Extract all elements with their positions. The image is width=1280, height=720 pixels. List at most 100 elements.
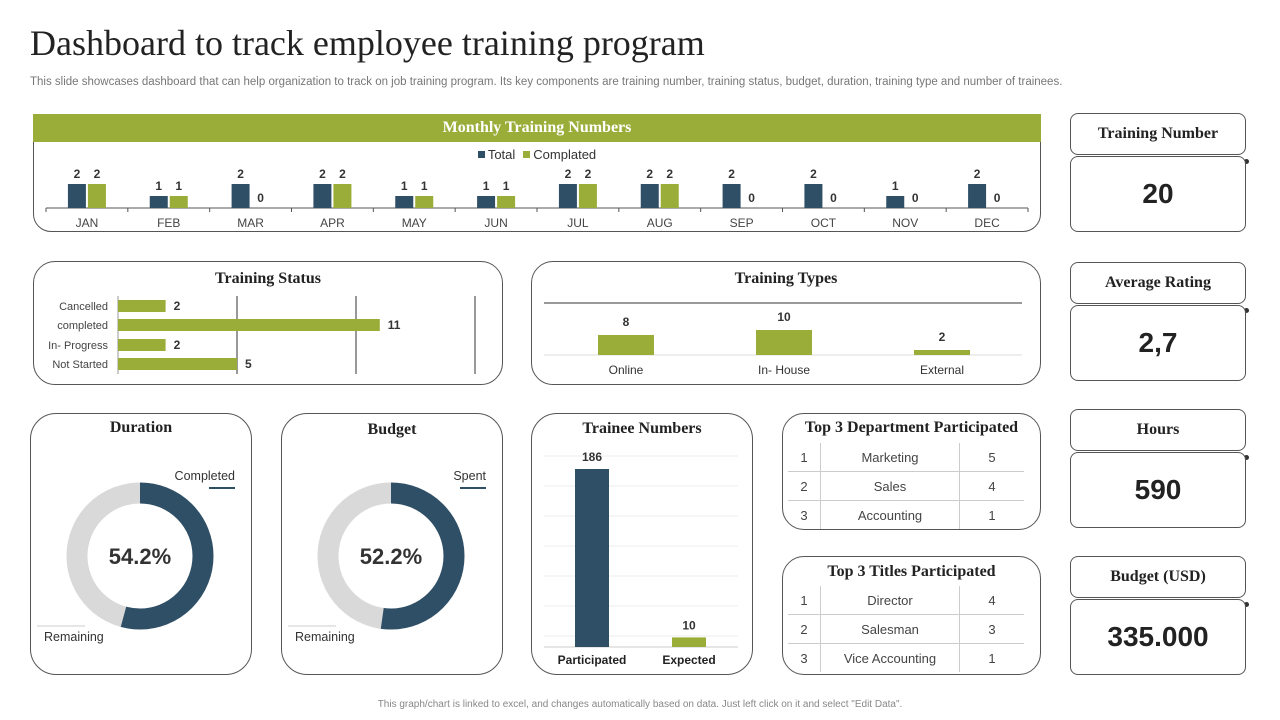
kpi-hours-value: 590 [1070, 452, 1246, 528]
x-tick-label: Participated [558, 653, 627, 667]
bar-complated-may [415, 196, 434, 208]
bar-total-nov [886, 196, 905, 208]
data-label: 10 [777, 310, 791, 324]
y-tick-label: Not Started [52, 359, 108, 371]
training-types-chart: 8 Online 10 In- House 2 External [544, 302, 1022, 377]
bar-total-apr [313, 184, 332, 208]
data-label: 0 [830, 191, 837, 205]
data-label: 8 [623, 315, 630, 329]
data-label: 0 [257, 191, 264, 205]
data-label: 2 [74, 167, 81, 181]
kpi-training-number-label: Training Number [1070, 113, 1246, 155]
rank-cell: 2 [788, 614, 821, 644]
top-departments-panel: Top 3 Department Participated 1 Marketing… [782, 413, 1041, 530]
data-label: 0 [994, 191, 1001, 205]
trainee-bar-1 [672, 637, 706, 647]
legend-total-swatch [477, 151, 485, 158]
training-types-panel: Training Types 8 Online 10 In- House 2 Extern… [531, 261, 1041, 385]
donut-completed-arc [66, 482, 214, 630]
x-tick-label: Online [609, 363, 644, 377]
x-tick-label: AUG [647, 216, 673, 230]
kpi-connector-dot [1244, 455, 1249, 460]
type-bar-0 [598, 335, 654, 355]
bar-total-may [395, 196, 414, 208]
x-tick-label: MAR [237, 216, 264, 230]
rank-cell: 3 [788, 500, 821, 529]
page-subtitle: This slide showcases dashboard that can … [30, 76, 1063, 88]
training-status-panel: Training Status Cancelled 2 completed 11 In-… [33, 261, 503, 385]
training-types-title: Training Types [734, 270, 838, 287]
kpi-connector-dot [1244, 602, 1249, 607]
data-label: 1 [483, 179, 490, 193]
type-bar-1 [756, 330, 812, 355]
data-label: 1 [175, 179, 182, 193]
y-tick-label: In- Progress [48, 340, 108, 352]
x-tick-label: In- House [758, 363, 810, 377]
data-label: 2 [94, 167, 101, 181]
x-tick-label: JUN [484, 216, 507, 230]
bar-total-jan [67, 184, 86, 208]
top-titles-title: Top 3 Titles Participated [827, 563, 996, 580]
bar-complated-jun [497, 196, 516, 208]
kpi-training-number-value: 20 [1070, 156, 1246, 232]
data-label: 1 [421, 179, 428, 193]
bar-total-oct [804, 184, 823, 208]
duration-donut: 54.2% Completed Remaining [37, 469, 235, 644]
bar-total-jul [558, 184, 577, 208]
department-cell: Marketing [820, 443, 960, 472]
top-departments-title: Top 3 Department Participated [804, 419, 1019, 436]
status-bar-2 [118, 339, 166, 351]
bar-total-dec [968, 184, 987, 208]
data-label: 2 [585, 167, 592, 181]
top-departments-table: 1 Marketing 5 2 Sales 4 3 Accounting 1 [788, 443, 1024, 529]
kpi-budget-label: Budget (USD) [1070, 556, 1246, 598]
count-cell: 1 [988, 507, 996, 523]
kpi-connector-dot [1244, 308, 1249, 313]
monthly-legend: Total Complated [34, 147, 1040, 162]
budget-donut: 52.2% Spent Remaining [288, 469, 487, 644]
budget-title: Budget [367, 421, 417, 438]
x-tick-label: JUL [567, 216, 589, 230]
data-label: 2 [666, 167, 673, 181]
data-label: 0 [748, 191, 755, 205]
data-label: 5 [245, 357, 252, 371]
bar-complated-apr [333, 184, 352, 208]
data-label: 2 [728, 167, 735, 181]
monthly-training-title: Monthly Training Numbers [33, 114, 1041, 142]
data-label: 2 [565, 167, 572, 181]
bar-total-sep [722, 184, 741, 208]
x-tick-label: MAY [402, 216, 427, 230]
status-bar-3 [118, 358, 237, 370]
x-tick-label: JAN [76, 216, 99, 230]
table-row: 1 Marketing 5 [788, 443, 1024, 472]
count-cell: 5 [959, 443, 1024, 472]
title-cell: Salesman [820, 614, 960, 644]
bar-total-aug [640, 184, 659, 208]
bar-complated-feb [169, 196, 188, 208]
trainee-numbers-chart: 186 Participated 10 Expected [544, 450, 738, 667]
table-row: 3 Accounting 1 [788, 500, 1024, 529]
budget-panel: Budget 52.2% Spent Remaining [281, 413, 503, 675]
count-cell: 4 [959, 471, 1024, 501]
data-label: 186 [582, 450, 602, 464]
training-status-chart: Cancelled 2 completed 11 In- Progress 2 Not St… [48, 296, 476, 374]
status-bar-0 [118, 300, 166, 312]
type-bar-2 [914, 350, 970, 355]
data-label: 0 [912, 191, 919, 205]
y-tick-label: completed [57, 320, 108, 332]
bar-complated-jul [578, 184, 597, 208]
footer-note: This graph/chart is linked to excel, and… [377, 699, 903, 710]
department-cell: Accounting [820, 500, 960, 529]
trainee-numbers-panel: Trainee Numbers 186 Participated 10 Expecte… [531, 413, 753, 675]
top-titles-table: 1 Director 4 2 Salesman 3 3 Vice Accounting 1 [788, 586, 1024, 672]
bar-complated-aug [660, 184, 679, 208]
x-tick-label: NOV [892, 216, 918, 230]
y-tick-label: Cancelled [59, 301, 108, 313]
title-cell: Vice Accounting [820, 643, 960, 672]
monthly-training-panel: Monthly Training Numbers Total Complated … [33, 114, 1041, 232]
kpi-connector-dot [1244, 159, 1249, 164]
bar-complated-jan [87, 184, 106, 208]
data-label: 2 [174, 299, 181, 313]
x-tick-label: SEP [730, 216, 754, 230]
